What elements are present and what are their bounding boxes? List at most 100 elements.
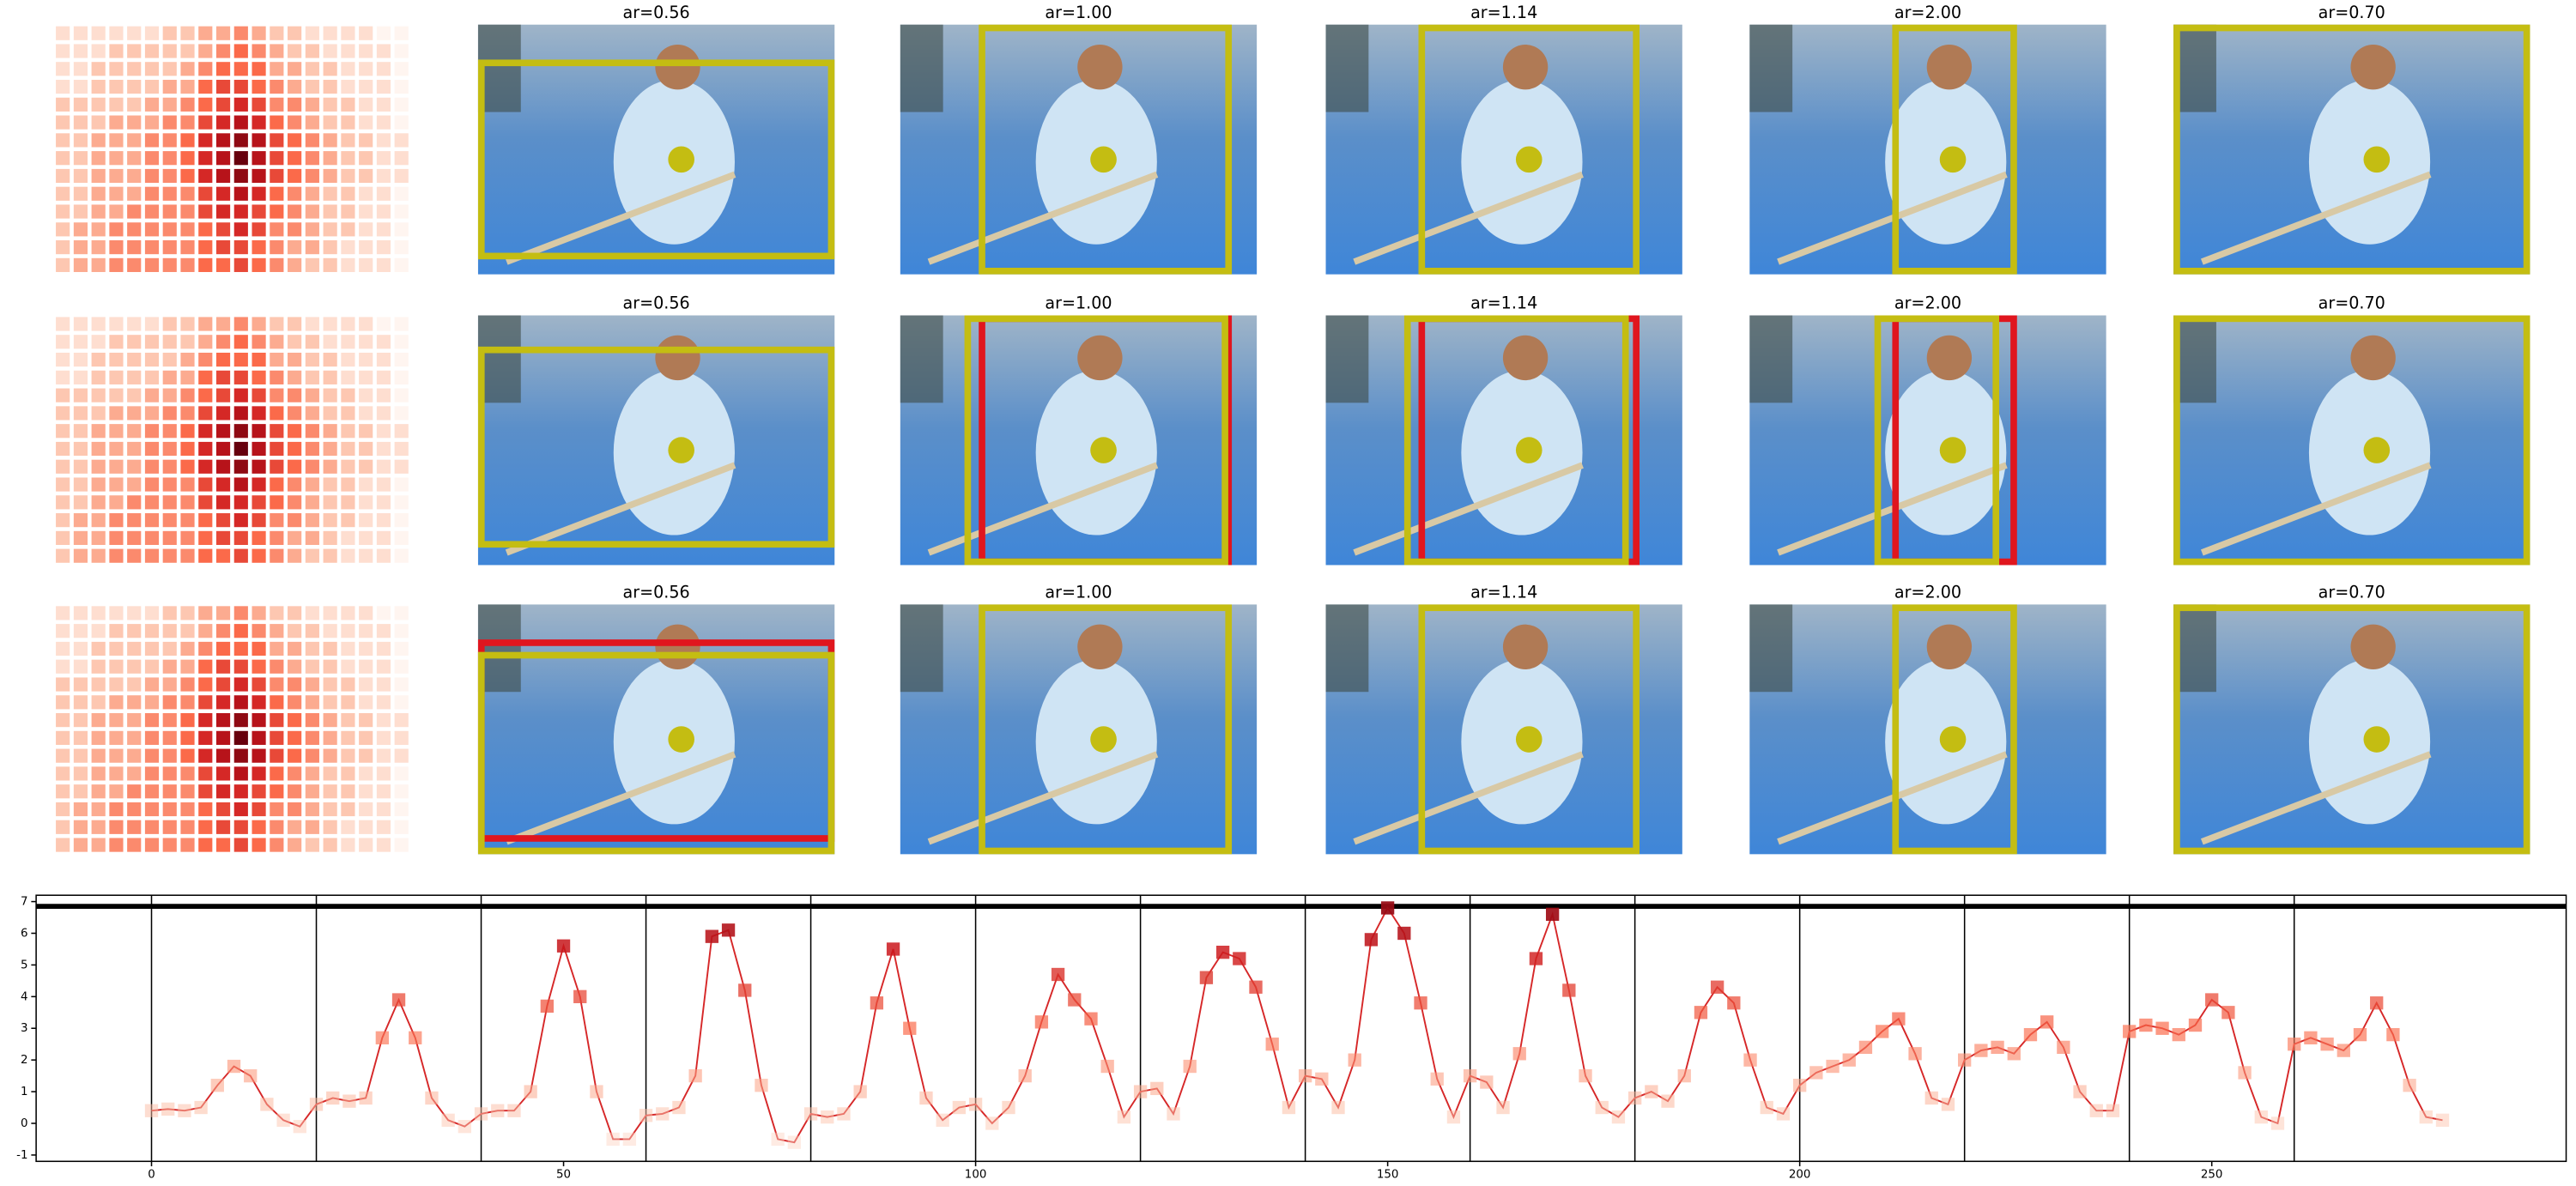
heatmap-cell: [394, 151, 409, 166]
heatmap-cell: [144, 97, 160, 112]
point-marker: [1776, 1107, 1791, 1121]
heatmap-cell: [144, 133, 160, 148]
heatmap-cell: [162, 97, 177, 112]
player-head: [655, 44, 700, 90]
heatmap-cell: [376, 204, 391, 219]
heatmap-cell: [270, 335, 284, 349]
heatmap-cell: [359, 802, 373, 817]
heatmap-cell: [252, 748, 266, 763]
heatmap-cell: [215, 257, 231, 272]
heatmap-cell: [270, 802, 284, 817]
point-marker: [144, 1104, 159, 1117]
heatmap-cell: [288, 335, 302, 349]
heatmap-cell: [144, 624, 160, 638]
heatmap-cell: [198, 26, 213, 40]
heatmap-cell: [323, 748, 337, 763]
heatmap-cell: [56, 820, 70, 834]
heatmap-cell: [288, 838, 302, 852]
heatmap-cell: [323, 424, 337, 439]
heatmap-cell: [233, 784, 248, 799]
heatmap-cell: [127, 79, 142, 94]
heatmap-cell: [162, 641, 177, 657]
heatmap-cell: [270, 62, 284, 76]
heatmap-cell: [180, 802, 195, 817]
point-marker: [1463, 1068, 1477, 1083]
heatmap-cell: [288, 317, 302, 331]
heatmap-cell: [252, 240, 266, 255]
player-head: [2350, 335, 2396, 381]
heatmap-cell: [305, 548, 319, 563]
heatmap-cell: [198, 802, 213, 817]
heatmap-cell: [127, 352, 142, 367]
heatmap-cell: [252, 62, 266, 76]
heatmap-cell: [162, 151, 177, 166]
heatmap-cell: [198, 495, 213, 510]
heatmap-cell: [198, 624, 213, 638]
heatmap-cell: [394, 424, 409, 439]
heatmap-cell: [144, 240, 160, 255]
heatmap-cell: [252, 713, 266, 728]
heatmap-cell: [341, 388, 355, 402]
point-marker: [260, 1098, 274, 1111]
heatmap-cell: [252, 513, 266, 528]
heatmap-cell: [270, 477, 284, 492]
heatmap-cell: [341, 62, 355, 76]
heatmap-cell: [198, 730, 213, 745]
heatmap-cell: [359, 168, 373, 184]
heatmap-cell: [109, 530, 124, 545]
point-marker: [2139, 1018, 2153, 1032]
heatmap-cell: [323, 802, 337, 817]
heatmap-cell: [144, 26, 160, 40]
heatmap-cell: [198, 441, 213, 457]
heatmap-cell: [376, 513, 391, 528]
heatmap-cell: [215, 530, 231, 545]
heatmap-cell: [341, 477, 355, 492]
heatmap-cell: [323, 784, 337, 799]
heatmap-cell: [305, 838, 319, 852]
point-marker: [507, 1104, 521, 1117]
heatmap-cell: [91, 495, 106, 510]
heatmap-cell: [305, 530, 319, 545]
heatmap-cell: [341, 784, 355, 799]
heatmap-cell: [376, 115, 391, 130]
point-marker: [1958, 1053, 1972, 1067]
heatmap-cell: [109, 44, 124, 58]
heatmap-cell: [198, 204, 213, 219]
heatmap-cell: [233, 766, 248, 781]
point-marker: [210, 1079, 224, 1092]
heatmap-cell: [341, 713, 355, 728]
heatmap-cell: [341, 44, 355, 58]
heatmap-cell: [109, 151, 124, 166]
heatmap-cell: [252, 406, 266, 421]
heatmap-cell: [73, 713, 88, 728]
heatmap-cell: [394, 659, 409, 674]
point-marker: [1364, 933, 1379, 947]
heatmap-cell: [73, 802, 88, 817]
heatmap-cell: [180, 133, 195, 148]
heatmap-cell: [359, 641, 373, 657]
player-head: [2350, 624, 2396, 670]
heatmap-cell: [215, 766, 231, 781]
heatmap-cell: [127, 257, 142, 272]
point-marker: [688, 1068, 702, 1083]
heatmap-cell: [215, 548, 231, 563]
heatmap-cell: [180, 97, 195, 112]
heatmap-cell: [233, 459, 248, 474]
heatmap-cell: [127, 641, 142, 657]
heatmap-cell: [394, 240, 409, 255]
heatmap-cell: [91, 370, 106, 384]
point-marker: [359, 1091, 373, 1105]
heatmap-cell: [215, 784, 231, 799]
heatmap-cell: [288, 62, 302, 76]
heatmap-cell: [198, 133, 213, 148]
heatmap-cell: [359, 459, 373, 474]
heatmap-cell: [323, 352, 337, 367]
heatmap-cell: [144, 115, 160, 130]
heatmap-cell: [233, 730, 248, 745]
heatmap-cell: [91, 115, 106, 130]
hockey-stick: [927, 171, 1159, 265]
point-marker: [1480, 1075, 1494, 1089]
heatmap-cell: [56, 748, 70, 763]
heatmap-cell: [109, 370, 124, 384]
heatmap-cell: [394, 168, 409, 184]
